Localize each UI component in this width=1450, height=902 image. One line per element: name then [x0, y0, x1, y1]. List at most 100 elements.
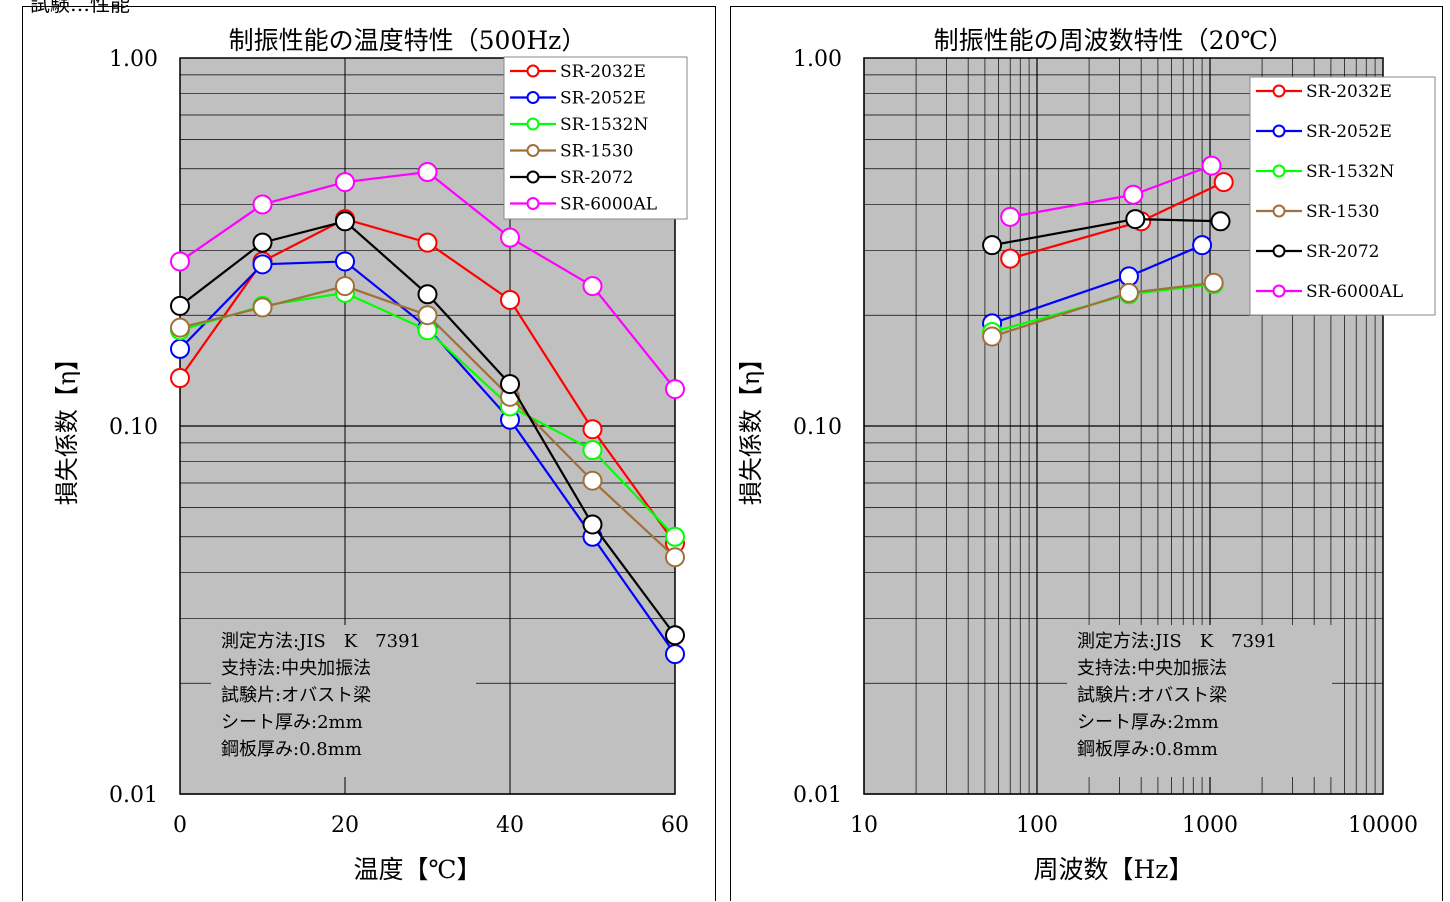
annotation-line: シート厚み:2mm	[1077, 712, 1219, 733]
legend-label: SR-1532N	[1306, 162, 1394, 182]
data-point	[665, 644, 685, 665]
data-point	[500, 227, 520, 248]
chart-title: 制振性能の周波数特性（20℃）	[934, 26, 1294, 55]
data-point	[500, 289, 520, 310]
data-point	[252, 232, 273, 253]
legend-marker	[526, 91, 540, 104]
annotation-box	[211, 625, 476, 777]
temperature-chart: 測定方法:JIS K 7391 支持法:中央加振法試験片:オバスト梁シート厚み:2…	[53, 26, 689, 884]
data-point	[170, 295, 190, 316]
data-point	[335, 211, 355, 232]
annotation-line: 鋼板厚み:0.8mm	[221, 739, 362, 760]
data-point	[582, 276, 603, 297]
chart-panel-frequency: 測定方法:JIS K 7391 支持法:中央加振法 試験片:オバスト梁 シート厚み:2…	[730, 6, 1443, 901]
data-point	[170, 317, 190, 338]
annotation-line: シート厚み:2mm	[221, 712, 363, 733]
plot-border	[179, 57, 676, 795]
legend-label: SR-2072	[1306, 242, 1379, 262]
legend-label: SR-1530	[560, 142, 633, 162]
legend-marker	[1272, 284, 1286, 298]
x-tick-label: 10	[850, 813, 878, 838]
annotation-line: 支持法:中央加振法	[221, 658, 371, 679]
plot-border	[863, 57, 1384, 795]
data-point	[252, 297, 273, 318]
annotation-line: 測定方法:JIS K 7391	[1077, 631, 1277, 652]
data-point	[252, 194, 273, 215]
x-tick-label: 20	[331, 813, 359, 838]
legend-label: SR-2072	[560, 168, 633, 188]
x-axis-label: 温度【℃】	[354, 855, 482, 884]
legend-marker	[1272, 164, 1286, 178]
data-point	[1213, 172, 1234, 193]
legend-label: SR-2032E	[560, 62, 646, 82]
data-point	[1000, 248, 1021, 269]
data-point	[417, 162, 438, 183]
legend-label: SR-1532N	[560, 115, 648, 135]
data-point	[582, 419, 603, 440]
y-tick-label: 1.00	[793, 47, 842, 72]
chart-panel-temperature: 測定方法:JIS K 7391 支持法:中央加振法 試験片:オバスト梁 シート厚み:2…	[22, 6, 716, 901]
y-tick-label: 0.10	[793, 415, 842, 440]
data-point	[665, 379, 685, 400]
annotation-line: 試験片:オバスト梁	[1077, 685, 1227, 706]
data-point	[335, 251, 355, 272]
x-tick-label: 10000	[1348, 813, 1418, 838]
data-point	[1118, 282, 1139, 303]
data-point	[417, 232, 438, 253]
legend-label: SR-2032E	[1306, 82, 1392, 102]
data-point	[335, 276, 355, 297]
x-tick-label: 1000	[1182, 813, 1238, 838]
data-point	[1201, 155, 1222, 176]
x-axis-label: 周波数【Hz】	[1034, 855, 1194, 884]
data-point	[582, 514, 603, 535]
data-point	[1118, 266, 1139, 287]
y-axis-label: 損失係数【η】	[53, 347, 81, 505]
data-point	[1192, 235, 1213, 256]
data-point	[417, 305, 438, 326]
chart-title: 制振性能の温度特性（500Hz）	[229, 26, 587, 55]
legend-marker	[1272, 84, 1286, 98]
legend-box	[503, 56, 688, 220]
data-point	[1203, 272, 1224, 293]
legend-box	[1249, 76, 1436, 316]
x-tick-label: 100	[1016, 813, 1058, 838]
legend-label: SR-6000AL	[1306, 282, 1403, 302]
legend-label: SR-1530	[1306, 202, 1379, 222]
data-point	[1123, 184, 1144, 205]
data-point	[665, 526, 685, 547]
y-axis-label: 損失係数【η】	[737, 347, 765, 505]
data-point	[170, 251, 190, 272]
data-point	[170, 338, 190, 359]
page-header: 試験…性能	[30, 0, 130, 16]
data-point	[170, 368, 190, 389]
annotation-line: 支持法:中央加振法	[1077, 658, 1227, 679]
x-tick-label: 60	[661, 813, 689, 838]
y-tick-label: 0.01	[793, 783, 842, 808]
y-tick-label: 0.01	[109, 783, 158, 808]
data-point	[982, 326, 1003, 347]
data-point	[335, 172, 355, 193]
annotation-line: 試験片:オバスト梁	[221, 685, 371, 706]
data-point	[665, 625, 685, 646]
legend-marker	[526, 197, 540, 210]
data-point	[252, 254, 273, 275]
legend-marker	[526, 170, 540, 184]
data-point	[1210, 211, 1231, 232]
x-tick-label: 0	[173, 813, 187, 838]
legend-marker	[526, 144, 540, 157]
legend-marker	[1272, 124, 1286, 138]
data-point	[582, 440, 603, 461]
legend-label: SR-2052E	[1306, 122, 1392, 142]
legend-marker	[526, 64, 540, 78]
legend-marker	[1272, 204, 1286, 218]
data-point	[500, 374, 520, 395]
y-tick-label: 1.00	[109, 47, 158, 72]
data-point	[1000, 206, 1021, 227]
data-point	[665, 547, 685, 568]
legend-marker	[1272, 244, 1286, 258]
annotation-line: 測定方法:JIS K 7391	[221, 631, 421, 652]
legend-label: SR-2052E	[560, 89, 646, 109]
data-point	[417, 284, 438, 305]
annotation-box	[1067, 625, 1332, 777]
x-tick-label: 40	[496, 813, 524, 838]
